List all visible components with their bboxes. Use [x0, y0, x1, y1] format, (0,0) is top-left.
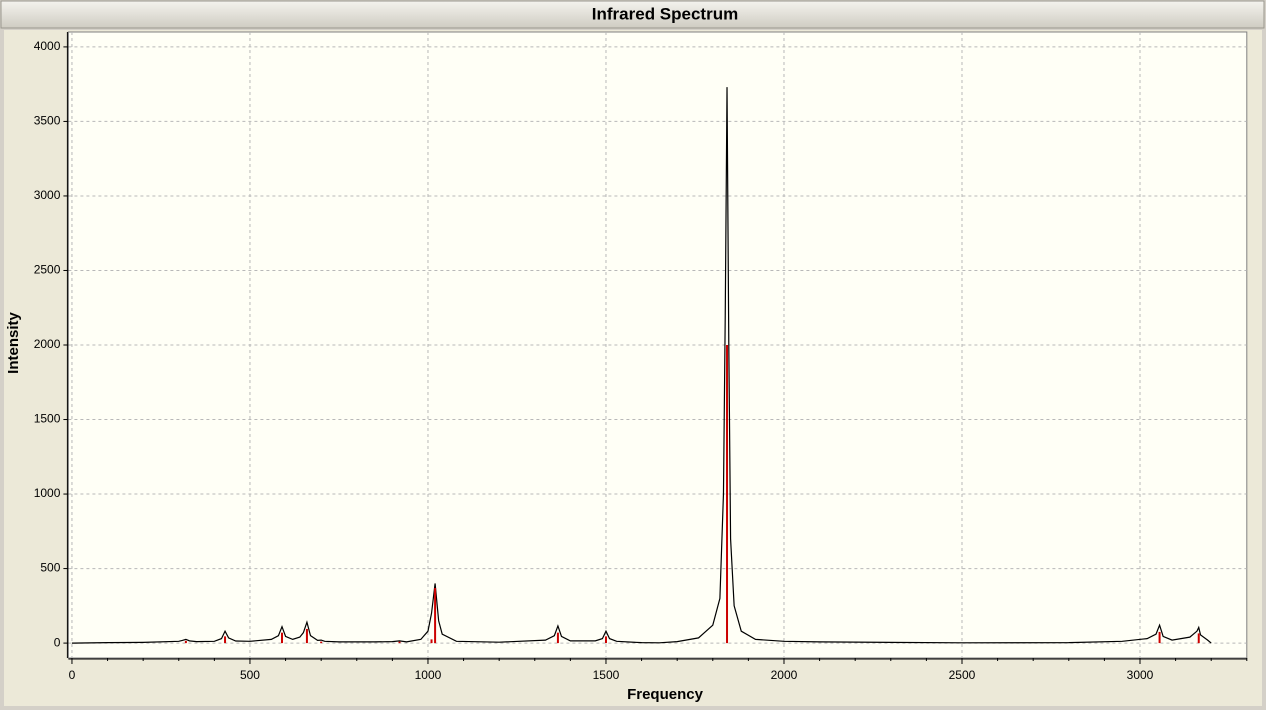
y-tick-label: 3000 — [34, 188, 61, 202]
x-tick-label: 0 — [69, 668, 76, 682]
x-tick-label: 500 — [240, 668, 260, 682]
x-axis-label: Frequency — [627, 686, 704, 703]
title-bar — [0, 0, 1265, 29]
x-tick-label: 1000 — [415, 668, 442, 682]
y-tick-label: 3500 — [34, 114, 61, 128]
x-tick-label: 1500 — [593, 668, 620, 682]
y-tick-label: 500 — [40, 561, 60, 575]
y-tick-label: 4000 — [34, 39, 61, 53]
x-tick-label: 2000 — [771, 668, 798, 682]
spectrum-line — [71, 87, 1212, 644]
y-tick-label: 1000 — [34, 486, 61, 500]
y-tick-label: 1500 — [34, 412, 61, 426]
y-tick-label: 0 — [54, 635, 61, 649]
y-tick-label: 2000 — [34, 337, 61, 351]
y-axis-label: Intensity — [5, 312, 22, 374]
chart-title: Infrared Spectrum — [592, 4, 738, 23]
x-tick-label: 2500 — [949, 668, 976, 682]
y-tick-label: 2500 — [34, 263, 61, 277]
x-tick-label: 3000 — [1127, 668, 1154, 682]
